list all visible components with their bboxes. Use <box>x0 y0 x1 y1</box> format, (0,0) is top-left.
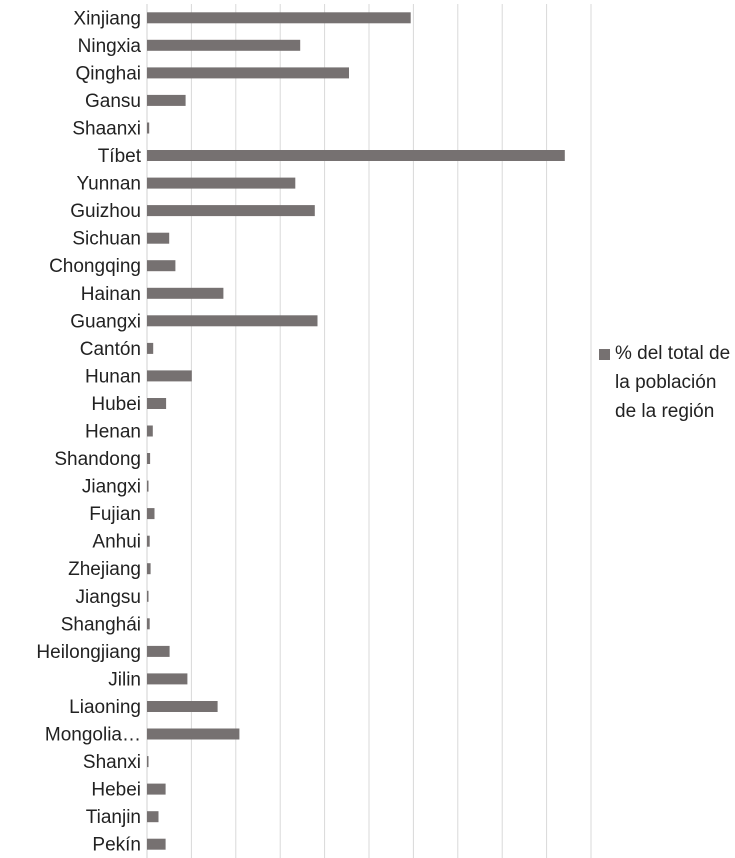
category-label: Tíbet <box>98 146 142 167</box>
category-label: Henan <box>85 422 141 443</box>
category-label: Zhejiang <box>68 559 141 580</box>
category-label: Hubei <box>91 394 141 415</box>
category-label: Hebei <box>91 780 141 801</box>
bar <box>147 508 155 520</box>
bar <box>147 39 301 51</box>
category-label: Hainan <box>81 284 141 305</box>
bar <box>147 260 176 272</box>
bar <box>147 122 150 134</box>
legend-label: % del total de la población de la región <box>615 343 731 422</box>
bar <box>147 783 166 795</box>
category-label: Anhui <box>92 532 141 553</box>
bar <box>147 205 315 217</box>
bar <box>147 94 186 106</box>
bar <box>147 728 240 740</box>
bar <box>147 618 150 630</box>
bar <box>147 370 192 382</box>
bar <box>147 287 224 299</box>
bar <box>147 811 159 823</box>
category-label: Xinjiang <box>73 8 141 29</box>
bar <box>147 701 218 712</box>
category-label: Heilongjiang <box>36 642 141 663</box>
bar <box>147 673 188 685</box>
bar <box>147 535 150 547</box>
legend: % del total de la población de la región <box>597 339 735 426</box>
gridlines <box>146 4 592 858</box>
category-label: Guizhou <box>70 201 141 222</box>
bar <box>147 315 318 327</box>
bar <box>147 590 149 602</box>
bar <box>147 756 149 768</box>
category-label: Gansu <box>85 91 141 112</box>
bar <box>147 398 167 409</box>
category-label: Yunnan <box>77 174 141 195</box>
category-label: Ningxia <box>78 36 142 57</box>
category-label: Liaoning <box>69 697 141 718</box>
category-label: Jiangsu <box>76 587 142 608</box>
category-label: Shaanxi <box>72 119 141 140</box>
category-label: Tianjin <box>86 807 141 828</box>
category-label: Fujian <box>89 504 141 525</box>
bar <box>147 150 565 161</box>
bar <box>147 838 166 850</box>
category-label: Pekín <box>92 835 141 856</box>
bar <box>147 232 170 244</box>
category-label: Hunan <box>85 366 141 387</box>
bar <box>147 480 149 492</box>
category-label: Shanghái <box>61 614 141 635</box>
bar <box>147 425 153 437</box>
bar <box>147 453 151 464</box>
category-label: Mongolia… <box>45 725 141 746</box>
bar <box>147 342 154 354</box>
category-labels: Xinjiang Ningxia Qinghai Gansu Shaanxi Tíbet Y… <box>36 8 141 855</box>
bars <box>147 12 565 850</box>
category-label: Guangxi <box>70 311 141 332</box>
bar <box>147 67 349 79</box>
category-label: Jilin <box>108 669 141 690</box>
legend-swatch <box>599 349 610 360</box>
bar <box>147 177 296 189</box>
category-label: Chongqing <box>49 256 141 277</box>
category-label: Shanxi <box>83 752 141 773</box>
category-label: Sichuan <box>72 229 141 250</box>
category-label: Cantón <box>80 339 141 360</box>
bar <box>147 12 411 24</box>
bar <box>147 645 170 657</box>
category-label: Jiangxi <box>82 477 141 498</box>
category-label: Shandong <box>54 449 141 470</box>
bar <box>147 563 151 575</box>
category-label: Qinghai <box>76 63 142 84</box>
